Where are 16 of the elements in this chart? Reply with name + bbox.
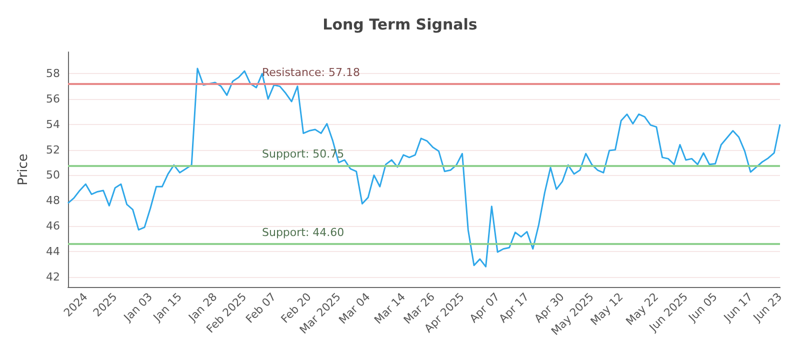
y-axis-title: Price bbox=[16, 154, 31, 186]
x-tick-label: Jun 23 bbox=[750, 290, 785, 325]
y-tick-label: 46 bbox=[46, 220, 60, 233]
line-series bbox=[67, 68, 781, 268]
y-tick-label: 52 bbox=[46, 143, 60, 156]
y-tick-label: 54 bbox=[46, 118, 60, 131]
y-tick-label: 44 bbox=[46, 244, 60, 258]
y-tick-label: 50 bbox=[46, 168, 60, 182]
ref-line-label: Resistance: 57.18 bbox=[262, 66, 360, 80]
ref-line-label: Support: 44.60 bbox=[262, 226, 344, 239]
y-tick-label: 48 bbox=[46, 194, 60, 208]
y-tick-label: 42 bbox=[46, 270, 60, 284]
x-tick-label: Apr 17 bbox=[496, 290, 532, 326]
y-tick-label: 58 bbox=[46, 67, 60, 80]
chart-title: Long Term Signals bbox=[322, 16, 478, 34]
y-tick-label: 56 bbox=[46, 92, 60, 106]
